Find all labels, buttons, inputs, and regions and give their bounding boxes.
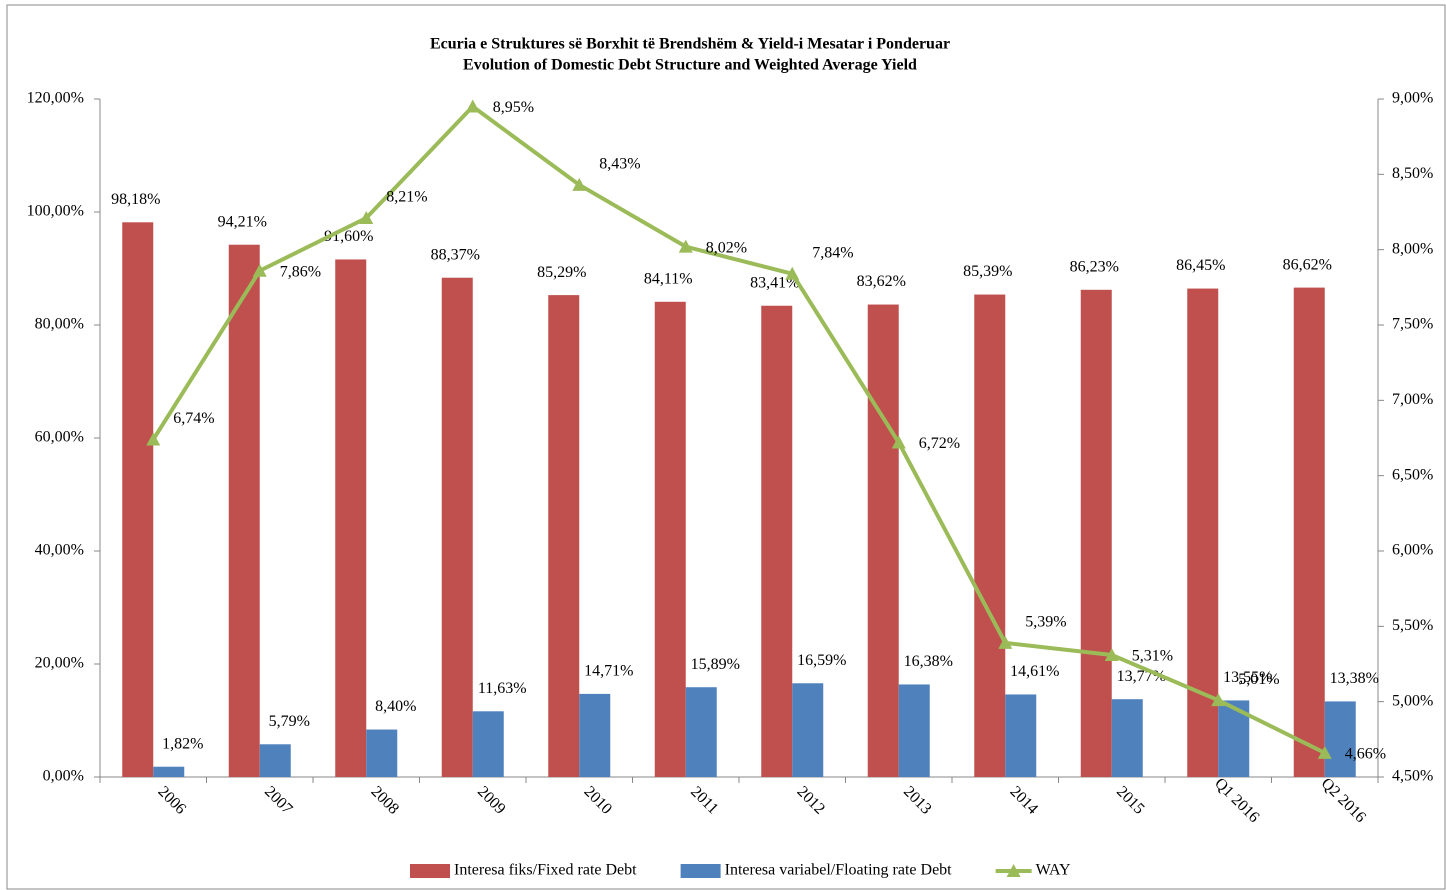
- bar: [974, 294, 1006, 777]
- bar: [867, 304, 899, 777]
- bar: [654, 301, 686, 777]
- line-marker: [465, 99, 480, 113]
- y2-tick-label: 8,50%: [1392, 165, 1433, 182]
- line-marker: [1211, 693, 1226, 707]
- legend-swatch: [680, 864, 721, 878]
- y-tick-label: 60,00%: [35, 429, 84, 446]
- data-label: 8,43%: [599, 156, 640, 173]
- data-label: 86,23%: [1070, 258, 1119, 275]
- y-tick-label: 80,00%: [35, 316, 84, 333]
- bar: [441, 277, 473, 777]
- data-label: 94,21%: [218, 213, 267, 230]
- data-label: 84,11%: [644, 270, 693, 287]
- bar: [1293, 287, 1325, 777]
- data-label: 7,86%: [280, 263, 321, 280]
- line-marker: [572, 177, 587, 191]
- bar: [548, 295, 580, 777]
- y-tick-label: 40,00%: [35, 542, 84, 559]
- bar: [1324, 701, 1356, 777]
- bar: [122, 222, 154, 777]
- data-label: 14,61%: [1010, 663, 1059, 680]
- bar: [898, 684, 930, 777]
- data-label: 6,74%: [173, 410, 214, 427]
- data-label: 8,02%: [706, 239, 747, 256]
- legend-marker: [1006, 864, 1021, 877]
- bar: [1111, 699, 1143, 777]
- bar: [472, 711, 504, 777]
- line-marker: [1317, 745, 1332, 759]
- data-label: 85,29%: [537, 264, 586, 281]
- data-label: 83,62%: [857, 273, 906, 290]
- data-label: 16,59%: [797, 652, 846, 669]
- chart-subtitle: Evolution of Domestic Debt Structure and…: [463, 57, 917, 74]
- y-tick-label: 20,00%: [35, 655, 84, 672]
- bar: [335, 259, 367, 778]
- legend-label: Interesa variabel/Floating rate Debt: [725, 862, 953, 879]
- y2-tick-label: 6,00%: [1392, 542, 1433, 559]
- bar: [1005, 694, 1037, 777]
- y2-tick-label: 6,50%: [1392, 466, 1433, 483]
- line-marker: [891, 435, 906, 449]
- y-tick-label: 100,00%: [27, 203, 84, 220]
- data-label: 4,66%: [1345, 746, 1386, 763]
- bar: [366, 729, 398, 777]
- bar: [228, 244, 260, 777]
- data-label: 86,62%: [1283, 256, 1332, 273]
- line-marker: [998, 635, 1013, 649]
- y2-tick-label: 9,00%: [1392, 90, 1433, 107]
- y2-tick-label: 5,00%: [1392, 692, 1433, 709]
- data-label: 5,31%: [1132, 648, 1173, 665]
- data-label: 85,39%: [963, 263, 1012, 280]
- data-label: 98,18%: [111, 191, 160, 208]
- y2-tick-label: 8,00%: [1392, 240, 1433, 257]
- data-label: 5,01%: [1238, 671, 1279, 688]
- data-label: 8,95%: [493, 99, 534, 116]
- data-label: 16,38%: [904, 653, 953, 670]
- legend-swatch: [410, 864, 450, 878]
- bar: [792, 683, 824, 777]
- bar: [685, 687, 717, 777]
- data-label: 8,40%: [375, 698, 416, 715]
- data-label: 86,45%: [1176, 257, 1225, 274]
- line-marker: [1104, 647, 1119, 661]
- bar: [153, 766, 185, 777]
- y-tick-label: 0,00%: [43, 768, 84, 785]
- data-label: 88,37%: [431, 246, 480, 263]
- data-label: 7,84%: [812, 244, 853, 261]
- data-label: 14,71%: [584, 663, 633, 680]
- bar: [259, 744, 291, 777]
- y2-tick-label: 5,50%: [1392, 617, 1433, 634]
- data-label: 13,38%: [1330, 670, 1379, 687]
- line-marker: [785, 266, 800, 280]
- y2-tick-label: 4,50%: [1392, 768, 1433, 785]
- legend-label: Interesa fiks/Fixed rate Debt: [454, 862, 637, 879]
- y2-tick-label: 7,00%: [1392, 391, 1433, 408]
- data-label: 5,39%: [1025, 614, 1066, 631]
- line-marker: [146, 432, 161, 446]
- line-marker: [252, 263, 267, 277]
- legend-label: WAY: [1036, 862, 1071, 879]
- y-tick-label: 120,00%: [27, 90, 84, 107]
- bar: [1080, 289, 1112, 777]
- line-marker: [359, 211, 374, 225]
- data-label: 15,89%: [691, 656, 740, 673]
- data-label: 8,21%: [386, 189, 427, 206]
- data-label: 6,72%: [919, 435, 960, 452]
- line-marker: [678, 239, 693, 253]
- chart-title: Ecuria e Struktures së Borxhit të Brends…: [430, 36, 950, 53]
- data-label: 1,82%: [162, 735, 203, 752]
- data-label: 5,79%: [269, 713, 310, 730]
- data-label: 13,55%: [1223, 669, 1272, 686]
- y2-tick-label: 7,50%: [1392, 316, 1433, 333]
- line: [151, 103, 1326, 755]
- data-label: 11,63%: [478, 680, 527, 697]
- bar: [761, 305, 793, 777]
- bar: [579, 693, 611, 777]
